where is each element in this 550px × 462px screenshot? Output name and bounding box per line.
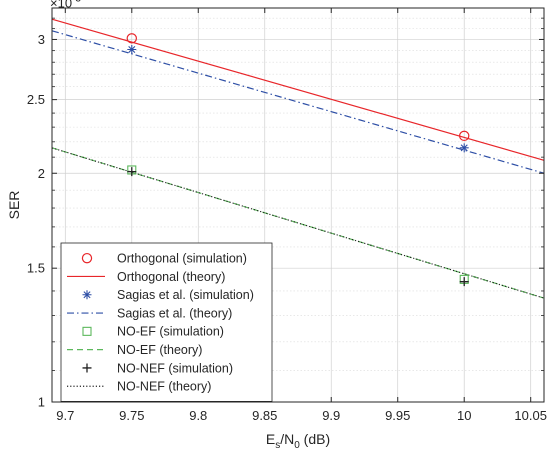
y-tick-label: 3 [38, 32, 45, 47]
legend-entry: Sagias et al. (simulation) [82, 288, 254, 302]
legend-label: Sagias et al. (theory) [117, 306, 232, 320]
x-tick-label: 9.8 [189, 408, 207, 423]
marker-asterisk [459, 143, 469, 153]
legend-entry: Orthogonal (theory) [67, 270, 225, 284]
marker-plus [459, 277, 469, 287]
series-layer [51, 18, 545, 299]
x-tick-label: 9.75 [119, 408, 144, 423]
marker-plus [127, 167, 137, 177]
legend-box [60, 242, 273, 402]
marker-square [82, 326, 92, 336]
series-no-nef-simulation [127, 167, 469, 287]
marker-circle [81, 252, 93, 264]
legend-label: NO-EF (simulation) [117, 325, 224, 339]
x-tick-label: 9.9 [322, 408, 340, 423]
legend-entry: NO-EF (theory) [67, 343, 202, 357]
marker-asterisk [82, 290, 92, 300]
marker-circle [459, 130, 470, 142]
legend-label: Orthogonal (simulation) [117, 251, 247, 265]
axis-ticks [52, 8, 544, 403]
y-tick-label: 2 [38, 166, 45, 181]
axes-frame [51, 7, 545, 403]
marker-plus [82, 363, 92, 373]
y-axis-exponent: ×10-3 [50, 0, 81, 11]
x-tick-label: 9.7 [56, 408, 74, 423]
legend-entry: NO-NEF (theory) [67, 380, 211, 394]
x-tick-label: 9.85 [252, 408, 277, 423]
legend: Orthogonal (simulation) Orthogonal (theor… [60, 242, 273, 402]
legend-label: Sagias et al. (simulation) [117, 288, 254, 302]
x-axis-label: Es/N0 (dB) [266, 431, 330, 451]
legend-entry: NO-NEF (simulation) [82, 361, 233, 375]
series-no-ef-theory [51, 147, 545, 299]
x-tick-label: 10.05 [514, 408, 547, 423]
marker-circle [126, 33, 137, 44]
legend-entry: NO-EF (simulation) [82, 325, 224, 339]
series-sagias-et-al-simulation [127, 45, 469, 153]
series-line [51, 147, 545, 299]
legend-label: NO-NEF (theory) [117, 380, 211, 394]
legend-entry: Orthogonal (simulation) [81, 251, 247, 265]
y-tick-label: 1 [38, 395, 45, 410]
tick-labels: 9.7 9.75 9.8 9.85 9.9 9.95 10 10.05 1 1.5 2 2.5 3 [27, 32, 547, 423]
series-orthogonal-simulation [126, 33, 470, 142]
y-axis-label: SER [6, 191, 22, 220]
legend-label: NO-NEF (simulation) [117, 361, 233, 375]
y-tick-label: 1.5 [27, 261, 45, 276]
x-tick-label: 9.95 [385, 408, 410, 423]
marker-asterisk [127, 45, 137, 55]
legend-entry: Sagias et al. (theory) [67, 306, 232, 320]
legend-label: NO-EF (theory) [117, 343, 202, 357]
x-tick-label: 10 [457, 408, 471, 423]
y-tick-label: 2.5 [27, 92, 45, 107]
legend-label: Orthogonal (theory) [117, 270, 225, 284]
